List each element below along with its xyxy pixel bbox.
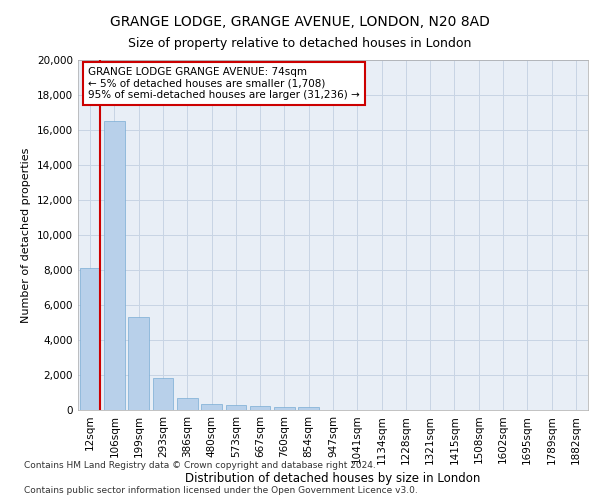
Bar bbox=[201, 404, 222, 410]
Bar bbox=[80, 268, 100, 410]
Text: Size of property relative to detached houses in London: Size of property relative to detached ho… bbox=[128, 38, 472, 51]
Bar bbox=[226, 406, 246, 410]
Bar bbox=[274, 407, 295, 410]
Bar bbox=[152, 378, 173, 410]
Text: GRANGE LODGE, GRANGE AVENUE, LONDON, N20 8AD: GRANGE LODGE, GRANGE AVENUE, LONDON, N20… bbox=[110, 15, 490, 29]
Bar bbox=[298, 408, 319, 410]
Bar bbox=[177, 398, 197, 410]
Y-axis label: Number of detached properties: Number of detached properties bbox=[22, 148, 31, 322]
Bar bbox=[128, 318, 149, 410]
Text: Contains public sector information licensed under the Open Government Licence v3: Contains public sector information licen… bbox=[24, 486, 418, 495]
X-axis label: Distribution of detached houses by size in London: Distribution of detached houses by size … bbox=[185, 472, 481, 485]
Text: Contains HM Land Registry data © Crown copyright and database right 2024.: Contains HM Land Registry data © Crown c… bbox=[24, 461, 376, 470]
Bar bbox=[250, 406, 271, 410]
Bar bbox=[104, 122, 125, 410]
Text: GRANGE LODGE GRANGE AVENUE: 74sqm
← 5% of detached houses are smaller (1,708)
95: GRANGE LODGE GRANGE AVENUE: 74sqm ← 5% o… bbox=[88, 67, 360, 100]
